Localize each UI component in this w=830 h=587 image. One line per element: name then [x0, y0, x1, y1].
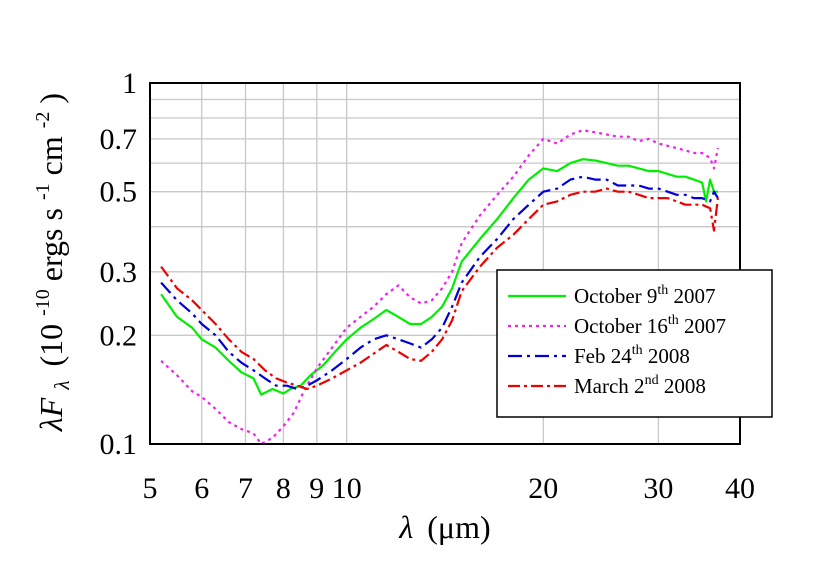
series-line-0 — [160, 158, 718, 396]
y-axis-exp2: -1 — [32, 183, 54, 200]
legend-label-3: March 2nd 2008 — [574, 373, 706, 398]
x-tick-labels: 5 6 7 8 9 10 20 30 40 — [143, 472, 756, 505]
x-tick-label-4: 9 — [309, 472, 324, 505]
y-tick-label-0: 0.1 — [100, 428, 138, 461]
y-axis-unit-suffix: ) — [33, 93, 69, 104]
y-axis-symbol: λF — [33, 397, 69, 432]
series-line-2 — [160, 175, 719, 391]
y-axis-subscript: λ — [50, 381, 74, 391]
series-line-1 — [160, 129, 719, 446]
series-lines — [160, 129, 719, 446]
x-tick-label-3: 8 — [276, 472, 291, 505]
y-tick-label-3: 0.5 — [100, 176, 138, 209]
y-tick-label-1: 0.2 — [100, 319, 138, 352]
x-axis-unit: (μm) — [427, 509, 490, 545]
series-line-3 — [160, 187, 719, 391]
y-tick-label-4: 0.7 — [100, 123, 138, 156]
x-tick-label-5: 10 — [332, 472, 362, 505]
legend-box — [496, 269, 773, 418]
x-axis-symbol: λ — [398, 509, 413, 545]
y-axis-exp: -10 — [32, 289, 54, 316]
legend-label-0: October 9th 2007 — [574, 283, 716, 308]
y-tick-label-5: 1 — [122, 67, 137, 100]
grid-lines — [149, 82, 741, 445]
x-axis-label: λ (μm) — [398, 509, 490, 545]
y-tick-label-2: 0.3 — [100, 256, 138, 289]
y-axis-label: λF λ (10 -10 ergs s -1 cm -2 ) — [20, 93, 76, 432]
x-tick-label-7: 30 — [643, 472, 673, 505]
y-axis-unit-mid: ergs s — [33, 208, 69, 281]
x-tick-label-6: 20 — [528, 472, 558, 505]
x-tick-label-2: 7 — [238, 472, 253, 505]
y-tick-labels: 0.1 0.2 0.3 0.5 0.7 1 — [100, 67, 138, 461]
y-axis-exp3: -2 — [32, 112, 54, 129]
x-tick-label-8: 40 — [725, 472, 755, 505]
y-axis-unit-prefix: (10 — [33, 324, 69, 367]
plot-frame — [149, 82, 741, 445]
legend-label-2: Feb 24th 2008 — [574, 343, 690, 368]
x-tick-label-1: 6 — [194, 472, 209, 505]
x-tick-label-0: 5 — [143, 472, 158, 505]
legend-label-1: October 16th 2007 — [574, 313, 726, 338]
y-axis-unit-mid2: cm — [33, 136, 69, 175]
legend: October 9th 2007 October 16th 2007 Feb 24t… — [496, 269, 773, 418]
